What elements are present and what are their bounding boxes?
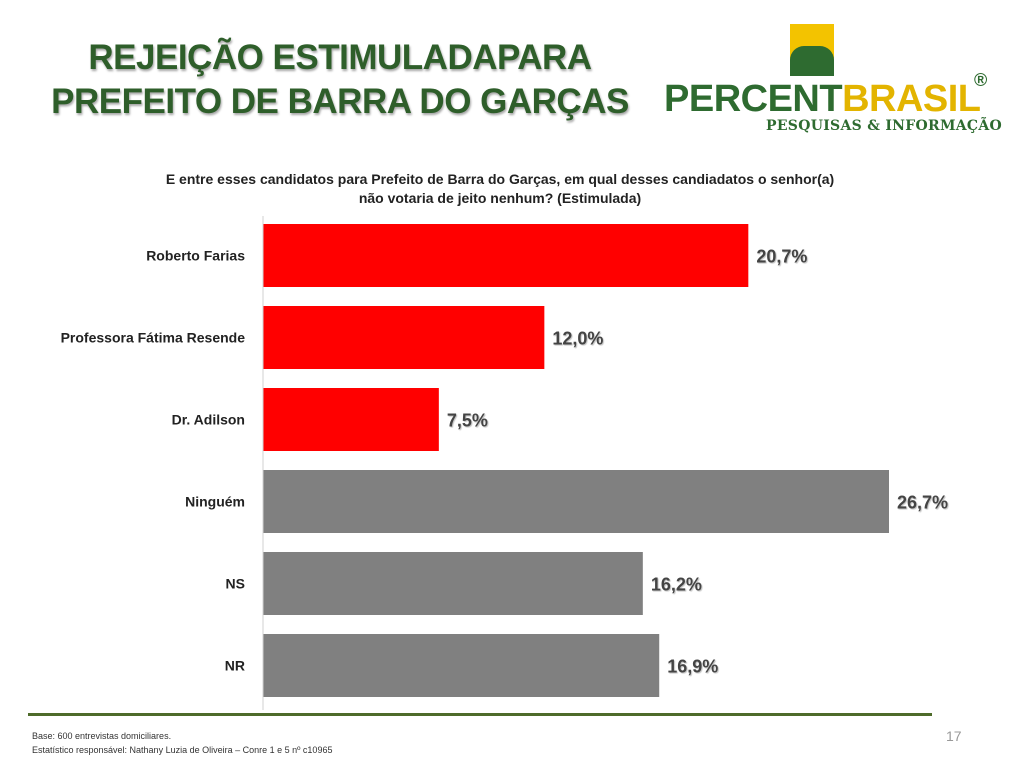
bar-ninguem [263,470,889,533]
bar-roberto-farias [263,224,749,287]
value-label-roberto-farias: 20,7% [756,247,807,267]
category-label-professora-fatima-resende: Professora Fátima Resende [61,330,246,346]
logo-tagline: PESQUISAS & INFORMAÇÃO [766,118,1003,134]
footer-divider [28,713,932,716]
rejection-bar-chart: Roberto Farias 20,7% Professora Fátima Res… [61,216,948,710]
logo-word-brasil: BRASIL [842,78,981,120]
chart-title: E entre esses candidatos para Prefeito d… [100,170,900,208]
value-label-nr: 16,9% [667,657,718,677]
slide-title-line-2: PREFEITO DE BARRA DO GARÇAS [51,82,629,121]
category-label-ninguem: Ninguém [185,494,245,510]
category-label-roberto-farias: Roberto Farias [146,248,245,264]
footnote-statistician: Estatístico responsável: Nathany Luzia d… [32,745,333,755]
slide-title: REJEIÇÃO ESTIMULADAPARA PREFEITO DE BARR… [40,36,640,124]
footnote-base: Base: 600 entrevistas domiciliares. [32,731,172,741]
value-label-ninguem: 26,7% [897,493,948,513]
chart-title-line-2: não votaria de jeito nenhum? (Estimulada… [358,190,642,206]
category-label-ns: NS [226,576,245,592]
chart-title-line-1: E entre esses candidatos para Prefeito d… [165,171,835,187]
category-label-nr: NR [225,658,245,674]
logo-registered-mark: ® [974,70,988,90]
logo-flag-icon [790,24,838,82]
bar-nr [263,634,660,697]
value-label-dr-adilson: 7,5% [447,411,488,431]
category-label-dr-adilson: Dr. Adilson [172,412,245,428]
value-label-professora-fatima-resende: 12,0% [552,329,603,349]
bar-dr-adilson [263,388,439,451]
page-number: 17 [946,728,962,744]
bar-ns [263,552,643,615]
slide-title-line-1: REJEIÇÃO ESTIMULADAPARA [88,38,592,77]
percentbrasil-logo: PERCENTBRASIL ® PESQUISAS & INFORMAÇÃO [660,20,1003,140]
bar-professora-fatima-resende [263,306,545,369]
logo-word-percent: PERCENT [664,78,843,120]
value-label-ns: 16,2% [651,575,702,595]
logo-wordmark: PERCENTBRASIL [664,76,981,122]
